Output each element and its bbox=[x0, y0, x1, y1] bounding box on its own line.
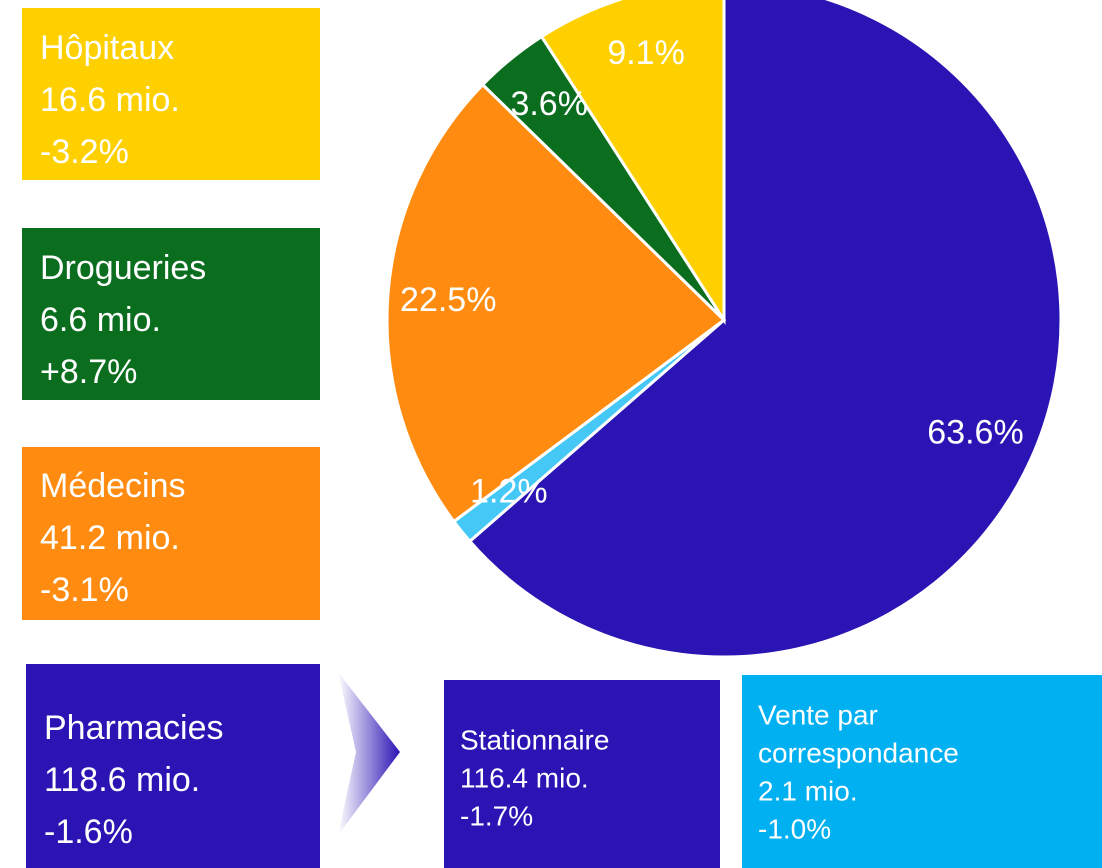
legend-text: 6.6 mio. bbox=[40, 301, 161, 339]
slice-label: 22.5% bbox=[400, 281, 496, 319]
legend-box bbox=[22, 228, 320, 400]
slice-label: 9.1% bbox=[607, 34, 685, 72]
legend-text: Drogueries bbox=[40, 249, 206, 287]
legend-text: Pharmacies bbox=[44, 709, 224, 747]
boxes: Hôpitaux 16.6 mio. -3.2% Drogueries 6.6 mio.… bbox=[22, 8, 1102, 868]
slice-label: 1.2% bbox=[470, 472, 548, 510]
slice-label: 63.6% bbox=[927, 413, 1023, 451]
pie-slice bbox=[385, 82, 727, 524]
legend-box bbox=[22, 8, 320, 180]
legend-text: -1.7% bbox=[460, 800, 533, 831]
legend-box bbox=[22, 447, 320, 620]
legend-box bbox=[26, 664, 320, 868]
slice-label: 3.6% bbox=[510, 85, 588, 123]
legend-text: Vente par bbox=[758, 699, 878, 730]
pie-slice bbox=[539, 0, 726, 326]
legend-text: -3.1% bbox=[40, 571, 129, 609]
legend-text: 41.2 mio. bbox=[40, 519, 180, 557]
legend-text: Médecins bbox=[40, 467, 186, 505]
legend-text: correspondance bbox=[758, 737, 959, 768]
legend-box bbox=[742, 675, 1102, 868]
legend-text: Stationnaire bbox=[460, 724, 609, 755]
legend-text: -1.0% bbox=[758, 813, 831, 844]
legend-text: 16.6 mio. bbox=[40, 81, 180, 119]
legend-text: 2.1 mio. bbox=[758, 775, 858, 806]
arrow bbox=[338, 672, 400, 835]
legend-text: -1.6% bbox=[44, 813, 133, 851]
pie: 63.6% 1.2% 22.5% 3.6% 9.1% bbox=[385, 0, 1063, 659]
legend-box bbox=[444, 680, 720, 868]
legend-text: +8.7% bbox=[40, 353, 137, 391]
legend-text: 118.6 mio. bbox=[44, 761, 200, 799]
legend-text: -3.2% bbox=[40, 133, 129, 171]
legend-text: Hôpitaux bbox=[40, 29, 174, 67]
legend-text: 116.4 mio. bbox=[460, 762, 589, 793]
pie-slice bbox=[467, 0, 1063, 659]
